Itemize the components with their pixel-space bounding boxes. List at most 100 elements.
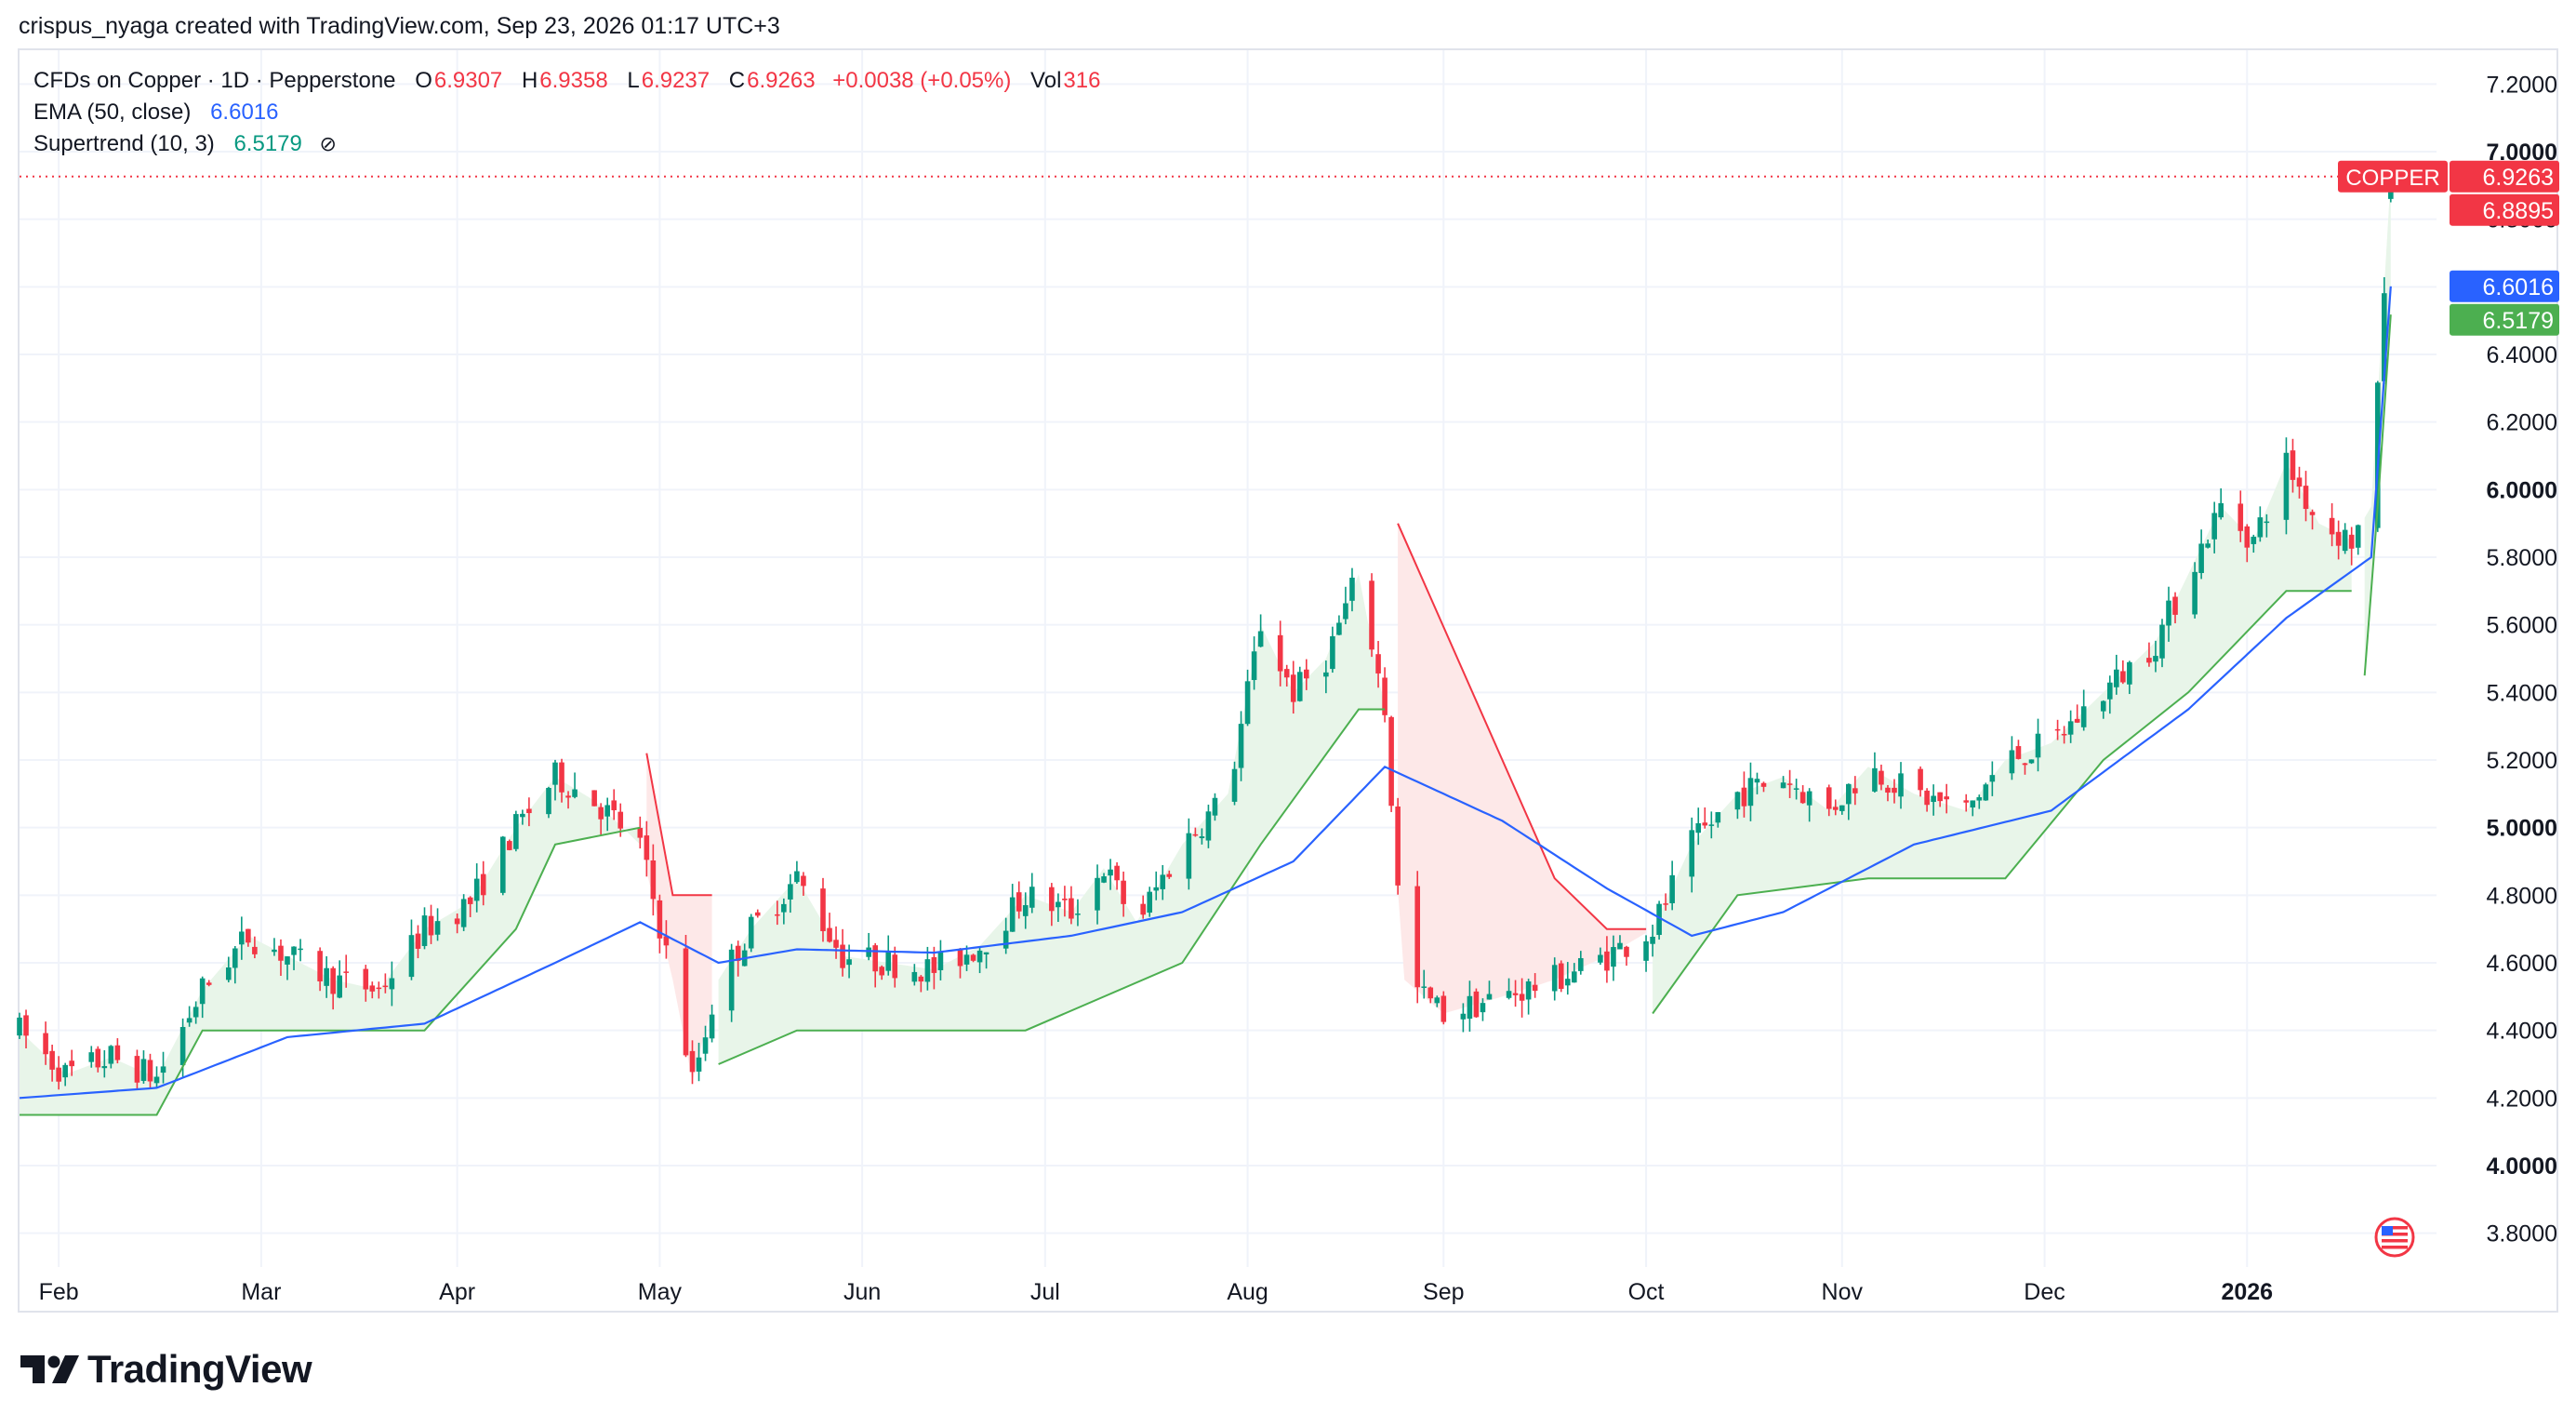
candle-body bbox=[1140, 903, 1146, 915]
candle bbox=[1512, 980, 1519, 1007]
legend-high-key: H bbox=[521, 68, 538, 93]
x-tick-label: Apr bbox=[439, 1279, 475, 1305]
candle-body bbox=[637, 827, 644, 838]
candle bbox=[1290, 660, 1296, 714]
candle-body bbox=[1983, 784, 1989, 801]
candle bbox=[199, 976, 206, 1019]
candle-body bbox=[1382, 677, 1388, 715]
chart-frame[interactable] bbox=[18, 48, 2558, 1313]
supertrend-up-line-0 bbox=[20, 826, 641, 1116]
legend-supertrend-row[interactable]: Supertrend (10, 3) 6.5179 ⊘ bbox=[33, 128, 1100, 160]
candle-body bbox=[500, 836, 506, 893]
candle bbox=[2153, 640, 2158, 673]
candle bbox=[2146, 642, 2152, 667]
candle-body bbox=[683, 948, 689, 1056]
candle-body bbox=[1747, 778, 1754, 807]
candle-body bbox=[702, 1037, 709, 1054]
y-tick-label: 4.4000 bbox=[2487, 1019, 2557, 1045]
candle bbox=[1414, 871, 1421, 1004]
candle bbox=[833, 926, 839, 959]
candles bbox=[17, 171, 2394, 1090]
candle-body bbox=[95, 1048, 101, 1068]
candle-body bbox=[1734, 792, 1741, 810]
candle-body bbox=[2251, 536, 2257, 544]
price-label-bg bbox=[2450, 193, 2559, 226]
candle bbox=[1095, 864, 1100, 925]
legend-ema-value: 6.6016 bbox=[210, 100, 279, 125]
candle-body bbox=[650, 860, 657, 900]
candle bbox=[1519, 978, 1525, 1018]
candle bbox=[140, 1050, 147, 1084]
candle bbox=[1564, 962, 1571, 995]
candle bbox=[252, 936, 258, 959]
symbol-tag: COPPER bbox=[2345, 166, 2439, 191]
candle bbox=[408, 919, 415, 980]
candle bbox=[983, 952, 989, 969]
candle bbox=[572, 772, 578, 799]
candle-body bbox=[1375, 654, 1381, 673]
candle bbox=[2028, 759, 2035, 765]
candle-body bbox=[1108, 869, 1113, 876]
candle bbox=[1604, 936, 1610, 983]
candle bbox=[363, 965, 369, 1002]
candle-body bbox=[1349, 578, 1355, 601]
candle bbox=[376, 981, 382, 999]
candle-body bbox=[1571, 971, 1577, 983]
candle bbox=[1780, 776, 1786, 789]
tradingview-footer[interactable]: TradingView bbox=[20, 1347, 312, 1392]
candle-body bbox=[1846, 783, 1852, 805]
candle bbox=[1160, 864, 1166, 900]
candle bbox=[1231, 761, 1238, 806]
eye-off-icon[interactable]: ⊘ bbox=[319, 132, 337, 155]
x-tick-label: Oct bbox=[1628, 1279, 1665, 1305]
price-labels: 6.9263 COPPER 6.8895 6.6016 6.5179 bbox=[2338, 160, 2559, 336]
candle-body bbox=[559, 762, 564, 793]
candle bbox=[1388, 715, 1394, 812]
candle-body bbox=[1506, 991, 1512, 998]
candle bbox=[434, 908, 441, 941]
candle bbox=[278, 939, 284, 977]
candle-body bbox=[2382, 293, 2387, 381]
x-tick-label: 2026 bbox=[2221, 1279, 2273, 1305]
candle bbox=[1375, 641, 1381, 688]
candle bbox=[369, 981, 376, 999]
candle bbox=[2015, 740, 2022, 760]
candle-body bbox=[1369, 580, 1374, 650]
candle bbox=[1199, 828, 1205, 845]
candle bbox=[663, 920, 670, 959]
candle-body bbox=[285, 956, 290, 965]
candle-body bbox=[1760, 782, 1767, 787]
candle-body bbox=[2257, 517, 2264, 538]
candle bbox=[473, 863, 480, 913]
candle-body bbox=[153, 1076, 160, 1084]
candle-body bbox=[1153, 887, 1160, 891]
candle bbox=[911, 964, 918, 986]
candle-body bbox=[794, 871, 800, 883]
candle bbox=[840, 928, 845, 977]
candle-body bbox=[1793, 788, 1799, 790]
legend-supertrend-value: 6.5179 bbox=[233, 131, 302, 156]
candle-body bbox=[1303, 669, 1309, 679]
candle-body bbox=[415, 933, 421, 949]
candle-body bbox=[2153, 656, 2158, 662]
candle-body bbox=[1244, 681, 1251, 725]
candle-body bbox=[1441, 995, 1447, 1022]
candle-body bbox=[206, 982, 212, 985]
candle bbox=[1852, 776, 1858, 806]
candle bbox=[689, 1040, 696, 1085]
candle-body bbox=[108, 1046, 114, 1064]
candle bbox=[1075, 899, 1081, 927]
candle-body bbox=[644, 835, 650, 860]
candle-body bbox=[239, 931, 245, 945]
candle bbox=[337, 960, 342, 999]
candle bbox=[1022, 892, 1029, 929]
candle bbox=[56, 1056, 61, 1090]
legend-ema-row[interactable]: EMA (50, close) 6.6016 bbox=[33, 97, 1100, 128]
candle-body bbox=[1604, 951, 1610, 971]
candle bbox=[918, 975, 924, 993]
candle bbox=[788, 874, 793, 914]
candle-body bbox=[317, 951, 323, 981]
candle bbox=[702, 1025, 709, 1061]
candle-body bbox=[1029, 887, 1035, 908]
